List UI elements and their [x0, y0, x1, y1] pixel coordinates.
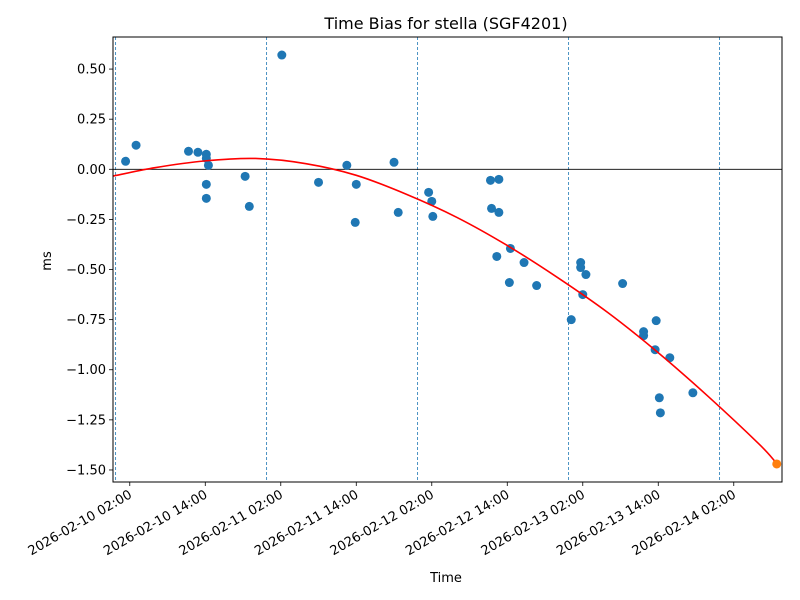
data-point [240, 171, 250, 181]
data-point [576, 263, 586, 273]
fit-curve [112, 157, 776, 462]
data-point [424, 187, 434, 197]
data-point [350, 217, 360, 227]
data-point [393, 207, 403, 217]
data-point [655, 408, 665, 418]
data-point [651, 316, 661, 326]
y-tick-label: 0.25 [77, 113, 106, 128]
data-point [183, 146, 193, 156]
prediction-point [772, 459, 782, 469]
data-point [494, 207, 504, 217]
chart-title: Time Bias for stella (SGF4201) [323, 14, 567, 33]
data-point [131, 140, 141, 150]
data-point [351, 179, 361, 189]
y-tick-label: 0.00 [77, 163, 106, 178]
data-point [581, 270, 591, 280]
data-point [277, 50, 287, 60]
y-tick-label: 0.50 [77, 63, 106, 78]
y-tick-label: −1.00 [66, 363, 106, 378]
measurement-points [121, 50, 698, 418]
data-point [193, 147, 203, 157]
y-tick-label: −1.50 [66, 463, 106, 478]
plot-area [112, 37, 782, 482]
fit-line [112, 157, 776, 462]
data-point [485, 175, 495, 185]
data-point [665, 353, 675, 363]
y-tick-label: −0.50 [66, 263, 106, 278]
data-point [244, 201, 254, 211]
axes-frame [112, 36, 783, 483]
prediction-marker [772, 459, 782, 469]
y-tick-label: −0.75 [66, 313, 106, 328]
data-point [492, 251, 502, 261]
y-tick-label: −0.25 [66, 213, 106, 228]
data-point [203, 160, 213, 170]
data-point [494, 174, 504, 184]
data-point [201, 193, 211, 203]
data-point [519, 258, 529, 268]
y-tick-label: −1.25 [66, 413, 106, 428]
data-point [121, 156, 131, 166]
data-point [314, 177, 324, 187]
data-point [618, 279, 628, 289]
data-point [566, 315, 576, 325]
data-point [688, 388, 698, 398]
y-axis-ticks: 0.50 0.25 0.00 −0.25 −0.50 −0.75 −1.00 −1.25 −1.… [66, 63, 113, 478]
data-point [389, 157, 399, 167]
day-boundary-lines [115, 37, 721, 482]
data-point [201, 179, 211, 189]
data-point [532, 281, 542, 291]
data-point [654, 393, 664, 403]
y-axis-label: ms [40, 251, 55, 271]
data-point [487, 203, 497, 213]
data-point [342, 160, 352, 170]
x-axis-label: Time [429, 571, 462, 586]
data-point [504, 278, 514, 288]
data-point [428, 211, 438, 221]
